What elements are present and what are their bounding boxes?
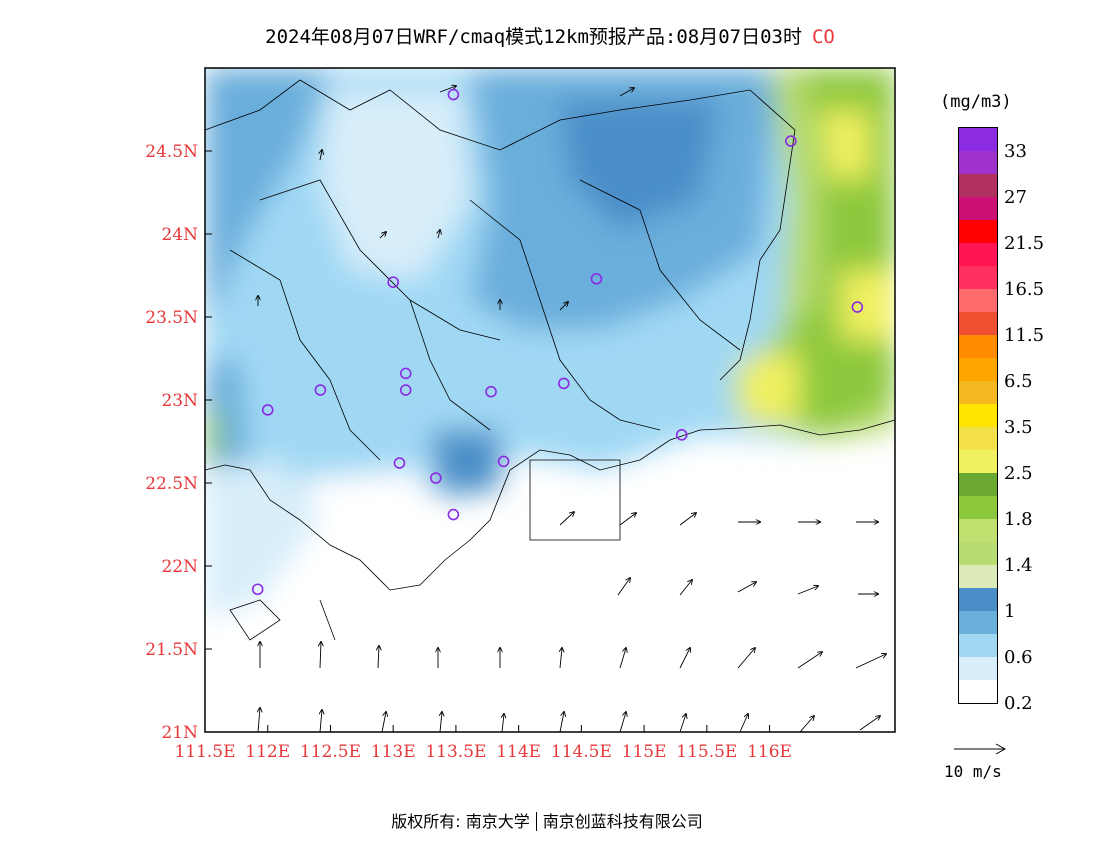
colorbar-swatch (959, 427, 997, 450)
colorbar-swatch (959, 496, 997, 519)
colorbar (958, 127, 998, 704)
colorbar-swatch (959, 519, 997, 542)
lat-label: 22.5N (145, 474, 198, 494)
wind-reference-arrow (954, 743, 1007, 755)
lat-label: 24N (161, 225, 198, 245)
station-marker (497, 455, 510, 468)
colorbar-label: 27 (1004, 187, 1027, 208)
lat-label: 23.5N (145, 308, 198, 328)
station-marker (447, 88, 460, 101)
station-marker (485, 385, 497, 398)
station-marker (447, 508, 460, 521)
colorbar-swatch (959, 266, 997, 289)
wind-reference-label: 10 m/s (944, 762, 1002, 781)
colorbar-swatch (959, 404, 997, 427)
lon-label: 114.5E (551, 742, 612, 762)
station-marker (261, 404, 274, 416)
lon-label: 113.5E (425, 742, 486, 762)
colorbar-label: 2.5 (1004, 463, 1033, 484)
lat-label: 21.5N (145, 640, 198, 660)
wind-vectors (258, 86, 886, 733)
lat-label: 21N (161, 723, 198, 743)
lat-label: 23N (161, 391, 198, 411)
station-marker (314, 384, 327, 396)
colorbar-swatch (959, 381, 997, 404)
lon-label: 115.5E (676, 742, 737, 762)
colorbar-swatch (959, 151, 997, 174)
longitude-axis: 111.5E 112E 112.5E 113E 113.5E 114E 114.5E 115E… (174, 725, 792, 762)
variable-name: CO (811, 26, 835, 48)
colorbar-swatch (959, 680, 997, 703)
colorbar-swatch (959, 289, 997, 312)
colorbar-label: 0.2 (1004, 693, 1033, 714)
station-marker (590, 273, 603, 285)
colorbar-swatch (959, 657, 997, 680)
colorbar-swatch (959, 312, 997, 335)
footer-copyright: 版权所有: 南京大学 (391, 812, 530, 831)
station-marker (387, 276, 399, 288)
colorbar-swatch (959, 473, 997, 496)
colorbar-label: 1.4 (1004, 555, 1033, 576)
colorbar-label: 21.5 (1004, 233, 1045, 254)
colorbar-label: 16.5 (1004, 279, 1045, 300)
colorbar-swatch (959, 128, 997, 151)
colorbar-label: 1 (1004, 601, 1016, 622)
colorbar-label: 6.5 (1004, 371, 1033, 392)
colorbar-label: 11.5 (1004, 325, 1045, 346)
colorbar-unit: (mg/m3) (940, 92, 1012, 112)
colorbar-swatch (959, 220, 997, 243)
colorbar-swatch (959, 565, 997, 588)
lat-label: 22N (161, 557, 198, 577)
station-marker (557, 377, 570, 390)
footer-company: 南京创蓝科技有限公司 (535, 812, 703, 831)
station-marker (851, 301, 864, 313)
station-marker (785, 135, 797, 147)
coastline-boundaries (205, 79, 895, 641)
lon-label: 111.5E (174, 742, 235, 762)
station-marker (251, 583, 264, 596)
colorbar-swatch (959, 358, 997, 381)
colorbar-label: 1.8 (1004, 509, 1033, 530)
colorbar-label: 33 (1004, 141, 1027, 162)
colorbar-swatch (959, 611, 997, 634)
title-text: 2024年08月07日WRF/cmaq模式12km预报产品:08月07日03时 (265, 26, 802, 48)
monitoring-stations (251, 88, 864, 596)
colorbar-swatch (959, 174, 997, 197)
station-marker (399, 384, 412, 396)
colorbar-label: 0.6 (1004, 647, 1033, 668)
station-marker (430, 472, 442, 484)
chart-title: 2024年08月07日WRF/cmaq模式12km预报产品:08月07日03时 C… (0, 22, 1100, 49)
footer: 版权所有: 南京大学 南京创蓝科技有限公司 (0, 808, 1100, 832)
colorbar-swatch (959, 197, 997, 220)
lon-label: 115E (622, 742, 667, 762)
lon-label: 114E (496, 742, 541, 762)
colorbar-swatch (959, 450, 997, 473)
lon-label: 113E (371, 742, 416, 762)
station-marker (675, 429, 688, 441)
latitude-axis: 21N 21.5N 22N 22.5N 23N 23.5N 24N 24.5N (145, 142, 212, 743)
colorbar-swatch (959, 243, 997, 266)
colorbar-swatch (959, 634, 997, 657)
lon-label: 112.5E (300, 742, 361, 762)
lon-label: 116E (747, 742, 792, 762)
colorbar-swatch (959, 335, 997, 358)
concentration-field (205, 68, 895, 732)
station-marker (399, 367, 412, 380)
colorbar-label: 3.5 (1004, 417, 1033, 438)
station-marker (393, 457, 406, 469)
lat-label: 24.5N (145, 142, 198, 162)
lon-label: 112E (245, 742, 290, 762)
colorbar-swatch (959, 588, 997, 611)
colorbar-swatch (959, 542, 997, 565)
